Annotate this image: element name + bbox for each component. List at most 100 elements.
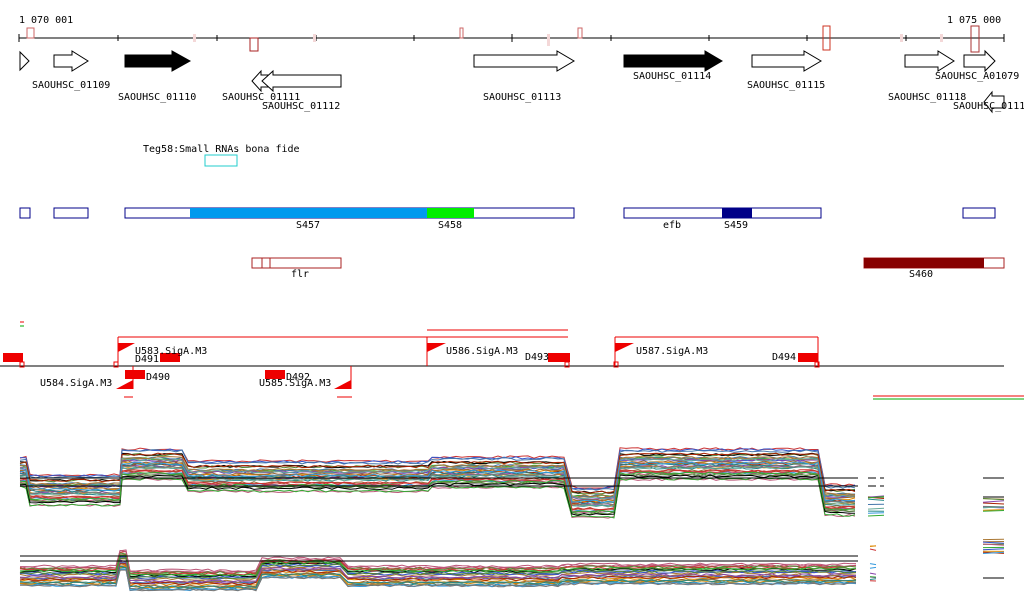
segment-s459[interactable] (722, 208, 752, 218)
segment-flr[interactable] (251, 257, 342, 269)
expression-profile-line (19, 448, 856, 490)
expression-profile-line (19, 563, 857, 586)
expression-profile-line (19, 557, 857, 580)
expression-profile-fragment (867, 496, 885, 499)
segment-label: S460 (909, 269, 933, 280)
expression-profile-fragment (869, 572, 877, 575)
segment-label: flr (291, 269, 309, 280)
promoter-label: U585.SigA.M3 (259, 378, 331, 389)
promoter-track: U583.SigA.M3 U584.SigA.M3 U585.SigA.M3 U… (0, 321, 1024, 400)
gene-arrow[interactable] (261, 69, 342, 93)
segment-label: efb (663, 220, 681, 231)
terminator-label: D490 (146, 372, 170, 383)
segment-s457[interactable] (190, 208, 427, 218)
expression-profile-line (20, 549, 856, 573)
promoter-flag[interactable] (427, 343, 446, 352)
ruler-end-label: 1 075 000 (947, 15, 1001, 26)
gene-label: SAOUHSC_0111 (953, 101, 1024, 112)
expression-profile-line (19, 469, 856, 511)
expression-profile-fragment (982, 502, 1005, 505)
expression-profile-fragment (982, 498, 1005, 501)
promoter-flag[interactable] (334, 380, 351, 389)
expression-profile-line (19, 565, 857, 588)
expression-profile-fragment (869, 576, 877, 578)
segment-track: S457 S458 efb S459 (19, 207, 996, 231)
expression-profile-line (19, 559, 857, 583)
expression-profile-line (19, 461, 856, 503)
gene-arrow[interactable] (124, 50, 192, 72)
gene-arrow[interactable] (19, 50, 30, 72)
promoter-label: U587.SigA.M3 (636, 346, 708, 357)
gene-arrow[interactable] (983, 90, 1005, 114)
expression-profile-line (19, 466, 856, 508)
gene-label: SAOUHSC_01109 (32, 80, 110, 91)
expression-profile-track-lower (19, 549, 857, 592)
terminator-block[interactable] (548, 353, 570, 362)
gene-label: SAOUHSC_01111 (222, 92, 300, 103)
expression-profile-fragment (867, 514, 885, 517)
expression-profile-fragment (867, 498, 885, 501)
expression-profile-line (19, 563, 857, 587)
expression-profile-fragment (982, 548, 1005, 551)
expression-profile-fragment (867, 507, 885, 510)
promoter-label: U584.SigA.M3 (40, 378, 112, 389)
expression-profile-line (19, 569, 856, 592)
annotation-track-red: flr S460 (251, 257, 1005, 280)
expression-profile-line (19, 463, 856, 505)
segment-label: S458 (438, 220, 462, 231)
expression-profile-line (19, 461, 856, 504)
gene-arrow[interactable] (473, 50, 575, 72)
expression-profile-line (19, 477, 856, 519)
expression-profile-fragment (982, 551, 1005, 554)
expression-profile-line (19, 452, 856, 494)
expression-profile-fragment (869, 548, 877, 551)
terminator-block[interactable] (265, 370, 285, 379)
terminator-block[interactable] (3, 353, 23, 362)
expression-profile-line (19, 474, 856, 516)
gene-label: SAOUHSC_01112 (262, 101, 340, 112)
terminator-label: D491 (135, 354, 159, 365)
expression-profile-fragment (982, 543, 1005, 546)
terminator-block[interactable] (125, 370, 145, 379)
expression-profile-fragment (982, 506, 1005, 509)
gene-arrow[interactable] (623, 50, 723, 72)
terminator-label: D492 (286, 372, 310, 383)
promoter-flag[interactable] (118, 343, 135, 352)
expression-profile-fragment (982, 541, 1005, 544)
terminator-label: D493 (525, 352, 549, 363)
terminator-label: D494 (772, 352, 796, 363)
gene-arrow[interactable] (904, 50, 955, 72)
profile-reference-lines (20, 477, 1004, 579)
expression-profile-line (19, 555, 857, 578)
promoter-flag[interactable] (615, 343, 634, 352)
promoter-label: U583.SigA.M3 (135, 346, 207, 357)
expression-profile-line (20, 473, 856, 515)
srna-feature[interactable] (204, 154, 238, 167)
expression-profile-line (19, 471, 856, 513)
gene-label: SAOUHSC_01114 (633, 71, 711, 82)
gene-arrow[interactable] (751, 50, 822, 72)
expression-profile-fragment (867, 512, 885, 514)
terminator-block[interactable] (160, 353, 180, 362)
expression-profile-line (19, 565, 857, 589)
gene-label: SAOUHSC_01113 (483, 92, 561, 103)
promoter-flag[interactable] (116, 380, 133, 389)
gene-arrow[interactable] (53, 50, 89, 72)
promoter-label: U586.SigA.M3 (446, 346, 518, 357)
expression-profile-track-upper (19, 447, 1005, 582)
expression-profile-line (19, 457, 856, 500)
coordinate-ruler: 1 070 001 1 075 000 (18, 15, 1005, 53)
segment-s460[interactable] (864, 258, 984, 268)
expression-profile-fragment (982, 509, 1005, 511)
gene-label: SAOUHSC_01118 (888, 92, 966, 103)
gene-arrow[interactable] (963, 49, 996, 73)
segment-s458[interactable] (427, 208, 474, 218)
ruler-start-label: 1 070 001 (19, 15, 73, 26)
terminator-block[interactable] (798, 353, 818, 362)
srna-track: Teg58:Small RNAs bona fide (143, 144, 300, 167)
expression-profile-line (19, 554, 857, 577)
expression-profile-fragment (869, 563, 877, 566)
expression-profile-fragment (869, 578, 877, 580)
expression-profile-fragment (982, 510, 1005, 512)
